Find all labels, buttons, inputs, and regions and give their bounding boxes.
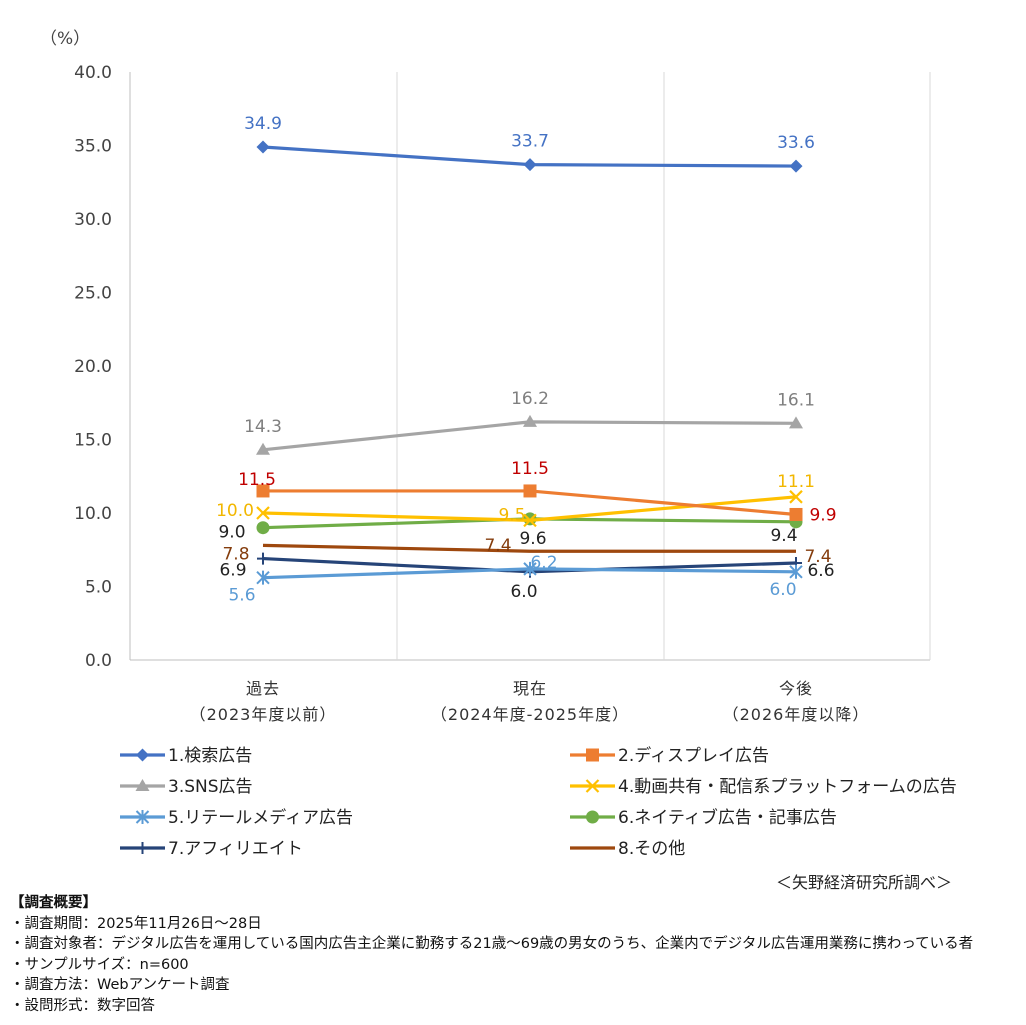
data-label: 10.0 (216, 501, 254, 521)
line-chart: （%） 0.0 5.0 10.0 15.0 20.0 25.0 30.0 35.0 40.0 過… (40, 29, 957, 859)
legend-item: 8.その他 (570, 839, 685, 859)
data-label: 6.0 (510, 582, 537, 602)
legend-label: 8.その他 (618, 839, 685, 859)
data-point (789, 159, 803, 173)
legend-item: 7.アフィリエイト (120, 839, 303, 859)
legend-label: 4.動画共有・配信系プラットフォームの広告 (618, 777, 957, 797)
y-tick-label: 20.0 (74, 357, 112, 377)
data-label: 9.9 (809, 505, 836, 525)
data-point (586, 810, 599, 824)
x-category-label: 現在 (513, 679, 547, 698)
data-point (256, 570, 270, 585)
legend-label: 7.アフィリエイト (168, 839, 303, 859)
data-point (585, 779, 600, 793)
legend-item: 1.検索広告 (120, 746, 252, 766)
legend-label: 5.リテールメディア広告 (168, 807, 353, 828)
data-label: 11.1 (777, 472, 815, 492)
data-point (523, 414, 537, 427)
data-point (135, 779, 150, 791)
survey-line: ・調査対象者：デジタル広告を運用している国内広告主企業に勤務する21歳～69歳の… (10, 936, 974, 952)
y-axis-ticks: 0.0 5.0 10.0 15.0 20.0 25.0 30.0 35.0 40.0 (74, 63, 112, 671)
x-category-sublabel: （2024年度-2025年度） (431, 705, 629, 724)
legend-item: 2.ディスプレイ広告 (570, 745, 769, 766)
data-label: 33.7 (511, 132, 549, 152)
survey-line: ・設問形式：数字回答 (10, 997, 155, 1014)
survey-line: ・サンプルサイズ：n=600 (10, 956, 189, 973)
y-tick-label: 25.0 (74, 284, 112, 304)
data-point (256, 506, 270, 520)
data-point (789, 507, 803, 521)
data-label: 7.4 (804, 547, 831, 567)
survey-line: ・調査方法：Webアンケート調査 (10, 977, 230, 993)
legend-item: 4.動画共有・配信系プラットフォームの広告 (570, 777, 957, 797)
x-category-sublabel: （2023年度以前） (190, 705, 337, 724)
source-note: ＜矢野経済研究所調べ＞ (776, 873, 953, 892)
data-label: 9.5 (498, 505, 525, 525)
data-label: 11.5 (238, 470, 276, 490)
data-point (586, 748, 599, 762)
data-label: 6.0 (769, 580, 796, 600)
y-tick-label: 35.0 (74, 137, 112, 157)
y-tick-label: 5.0 (85, 578, 112, 598)
data-point (523, 513, 537, 528)
survey-overview: 【調査概要】 ・調査期間：2025年11月26日～28日 ・調査対象者：デジタル… (10, 893, 973, 1016)
series-lines (256, 140, 803, 585)
grid (129, 72, 931, 661)
x-category-label: 過去 (246, 679, 280, 698)
data-point (136, 842, 149, 854)
data-label: 33.6 (777, 133, 815, 153)
y-tick-label: 15.0 (74, 431, 112, 451)
data-label: 6.6 (807, 561, 834, 581)
data-label: 34.9 (244, 114, 282, 134)
data-point (257, 552, 269, 565)
data-labels: 34.933.7 33.611.511.59.914.316.2 16.110.0 9… (216, 114, 836, 606)
legend-label: 3.SNS広告 (168, 777, 253, 797)
legend-item: 6.ネイティブ広告・記事広告 (570, 807, 837, 828)
data-label: 9.6 (519, 529, 546, 549)
data-point (789, 564, 803, 579)
y-tick-label: 10.0 (74, 504, 112, 524)
data-label: 11.5 (511, 459, 549, 479)
x-axis-categories: 過去 （2023年度以前） 現在 （2024年度-2025年度） 今後 （2026年度以降… (190, 679, 870, 724)
data-point (256, 442, 270, 455)
data-label: 6.2 (530, 553, 557, 573)
x-category-sublabel: （2026年度以降） (723, 705, 870, 724)
data-point (789, 416, 803, 429)
data-point (136, 748, 149, 762)
data-label: 7.4 (484, 536, 511, 556)
legend-label: 1.検索広告 (168, 746, 252, 766)
data-label: 16.2 (511, 389, 549, 409)
legend-item: 5.リテールメディア広告 (120, 807, 353, 828)
y-tick-label: 40.0 (74, 63, 112, 83)
series-line (262, 543, 796, 553)
x-category-label: 今後 (779, 679, 813, 698)
data-label: 9.0 (218, 523, 245, 543)
data-point (256, 484, 270, 498)
data-point (135, 810, 150, 824)
y-tick-label: 0.0 (85, 651, 112, 671)
data-point (789, 490, 803, 504)
data-point (523, 484, 537, 498)
survey-heading: 【調査概要】 (10, 895, 97, 911)
data-label: 16.1 (777, 390, 815, 410)
data-label: 7.8 (222, 544, 249, 564)
survey-line: ・調査期間：2025年11月26日～28日 (10, 915, 262, 932)
data-point (523, 561, 537, 576)
data-point (256, 521, 270, 535)
y-tick-label: 30.0 (74, 210, 112, 230)
data-point (523, 158, 537, 172)
y-unit-label: （%） (40, 29, 90, 49)
data-label: 6.9 (219, 561, 246, 581)
legend: 1.検索広告 2.ディスプレイ広告 3.SNS広告 4.動画共有・配信系プラットフォー… (120, 745, 957, 859)
data-label: 5.6 (228, 586, 255, 606)
data-label: 14.3 (244, 417, 282, 437)
legend-label: 2.ディスプレイ広告 (618, 745, 769, 766)
data-point (256, 140, 270, 154)
legend-item: 3.SNS広告 (120, 777, 253, 797)
legend-label: 6.ネイティブ広告・記事広告 (618, 807, 837, 828)
data-label: 9.4 (770, 526, 797, 546)
